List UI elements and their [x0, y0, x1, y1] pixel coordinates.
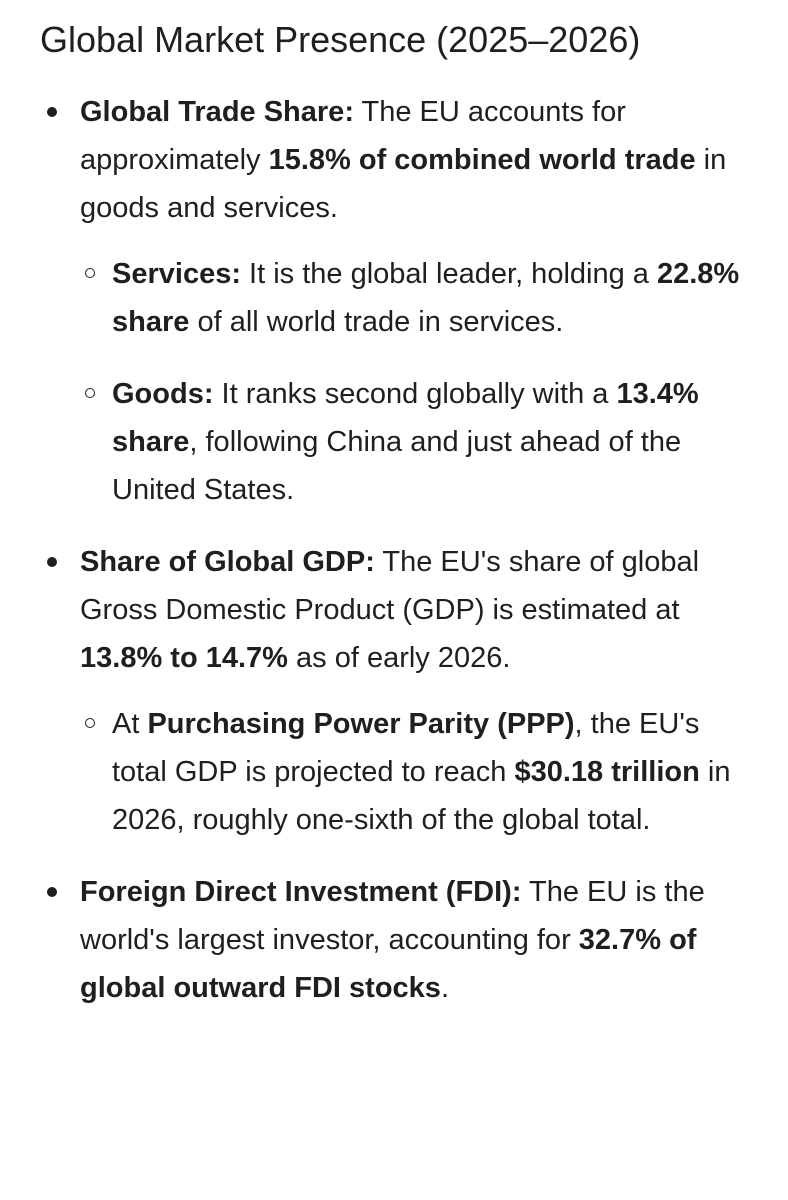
bullet-list: Global Trade Share: The EU accounts for … [40, 88, 748, 1012]
item-label: Share of Global GDP: [80, 546, 375, 578]
bullet-circle-icon [85, 718, 95, 728]
sub-item-highlight: 22.8% share [112, 258, 740, 338]
sub-item-goods: Goods: It ranks second globally with a 1… [80, 370, 748, 514]
bullet-dot-icon [47, 557, 57, 567]
item-label: Global Trade Share: [80, 96, 354, 128]
sub-item-label: Goods: [112, 378, 214, 410]
sub-item-text: in 2026, roughly one-sixth of the global… [112, 756, 731, 836]
item-highlight: 15.8% of combined world trade [268, 144, 696, 176]
item-paragraph: Global Trade Share: The EU accounts for … [80, 88, 748, 232]
item-paragraph: Share of Global GDP: The EU's share of g… [80, 538, 748, 682]
section-title: Global Market Presence (2025–2026) [40, 19, 641, 60]
item-highlight: 32.7% of global outward FDI stocks [80, 924, 697, 1004]
sub-item-services: Services: It is the global leader, holdi… [80, 250, 748, 346]
sub-item-highlight: 13.4% share [112, 378, 699, 458]
sub-item-highlight: Purchasing Power Parity (PPP) [147, 708, 575, 740]
sub-item-text: It is the global leader, holding a [241, 258, 657, 290]
sub-item-text: , the EU's total GDP is projected to rea… [112, 708, 700, 788]
item-text: The EU's share of global Gross Domestic … [80, 546, 700, 626]
item-text: in goods and services. [80, 144, 727, 224]
item-text: as of early 2026. [287, 642, 511, 674]
sub-item-label: Services: [112, 258, 241, 290]
item-label: Foreign Direct Investment (FDI): [80, 876, 522, 908]
item-text: The EU is the world's largest investor, … [80, 876, 705, 956]
sub-item-text: of all world trade in services. [189, 306, 564, 338]
sub-item-text: At [112, 708, 148, 740]
item-text: . [440, 972, 449, 1004]
sub-item-ppp: At Purchasing Power Parity (PPP), the EU… [80, 700, 748, 844]
list-item-trade-share: Global Trade Share: The EU accounts for … [40, 88, 748, 514]
bullet-dot-icon [47, 107, 57, 117]
bullet-dot-icon [47, 887, 57, 897]
sub-item-text: It ranks second globally with a [213, 378, 617, 410]
sub-item-text: , following China and just ahead of the … [112, 426, 682, 506]
bullet-circle-icon [85, 388, 95, 398]
sub-list: Services: It is the global leader, holdi… [80, 250, 748, 514]
list-item-gdp-share: Share of Global GDP: The EU's share of g… [40, 538, 748, 844]
item-paragraph: Foreign Direct Investment (FDI): The EU … [80, 868, 748, 1012]
list-item-fdi: Foreign Direct Investment (FDI): The EU … [40, 868, 748, 1012]
sub-item-highlight: $30.18 trillion [514, 756, 700, 788]
bullet-circle-icon [85, 268, 95, 278]
item-highlight: 13.8% to 14.7% [80, 642, 288, 674]
item-text: The EU accounts for approximately [80, 96, 626, 176]
sub-list: At Purchasing Power Parity (PPP), the EU… [80, 700, 748, 844]
